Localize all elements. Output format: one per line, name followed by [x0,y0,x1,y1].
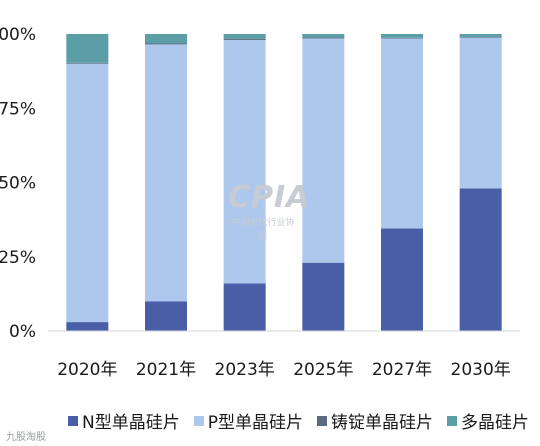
x-tick-label: 2021年 [136,360,196,380]
legend-item: 铸锭单晶硅片 [316,408,433,433]
bar-segment-1 [223,283,266,331]
bar-segment-3 [145,43,187,45]
cpia-watermark: CPIA 中国光伏行业协会 [228,180,311,241]
bar-segment-1 [145,301,187,331]
legend: N型单晶硅片 P型单晶硅片 铸锭单晶硅片 多晶硅片 [68,408,529,433]
y-tick-label: 0% [9,322,36,342]
legend-label: N型单晶硅片 [82,413,180,433]
legend-item: P型单晶硅片 [193,408,303,433]
legend-label: 铸锭单晶硅片 [330,413,433,433]
y-tick-label: 50% [0,174,36,194]
legend-swatch [446,415,457,426]
bar-segment-1 [459,188,502,331]
legend-swatch [193,415,204,426]
bar-segment-2 [66,63,109,323]
bar-segment-3 [381,37,423,39]
bar-segment-2 [223,39,266,284]
bar-segment-4 [459,34,502,37]
bar-segment-1 [381,228,423,331]
bar-segment-3 [302,37,345,39]
bar-segment-3 [459,36,502,38]
y-tick-label: 75% [0,99,36,119]
legend-item: N型单晶硅片 [68,408,180,433]
bar-segment-3 [66,62,109,64]
x-tick-label: 2020年 [57,360,117,380]
y-tick-label: 25% [0,248,36,268]
bar-segment-2 [459,37,502,189]
bar-segment-3 [223,38,266,40]
legend-label: P型单晶硅片 [207,413,303,433]
y-axis: 0% 25% 50% 75% 100% [0,25,36,342]
bar-segment-4 [223,34,266,39]
bar-segment-4 [145,34,187,44]
x-tick-label: 2023年 [215,360,275,380]
bar-segment-4 [381,34,423,38]
watermark-logo: CPIA [228,180,311,215]
y-tick-label: 100% [0,25,36,45]
bar-segment-2 [381,38,423,229]
bar-segment-1 [302,262,345,331]
watermark-name: 中国光伏行业协会 [231,218,295,241]
source-label: 九股淘股 [6,432,46,443]
legend-label: 多晶硅片 [460,413,529,433]
bars [66,34,502,331]
bar-segment-4 [66,34,109,63]
bar-segment-1 [66,322,109,331]
legend-item: 多晶硅片 [446,408,529,433]
legend-swatch [316,415,327,426]
x-tick-label: 2027年 [372,360,432,380]
x-tick-label: 2025年 [293,360,353,380]
x-axis: 2020年 2021年 2023年 2025年 2027年 2030年 [48,330,520,380]
x-tick-label: 2030年 [451,360,511,380]
bar-segment-4 [302,34,345,38]
bar-segment-2 [145,44,187,302]
legend-swatch [68,415,78,426]
bar-segment-2 [302,38,345,263]
